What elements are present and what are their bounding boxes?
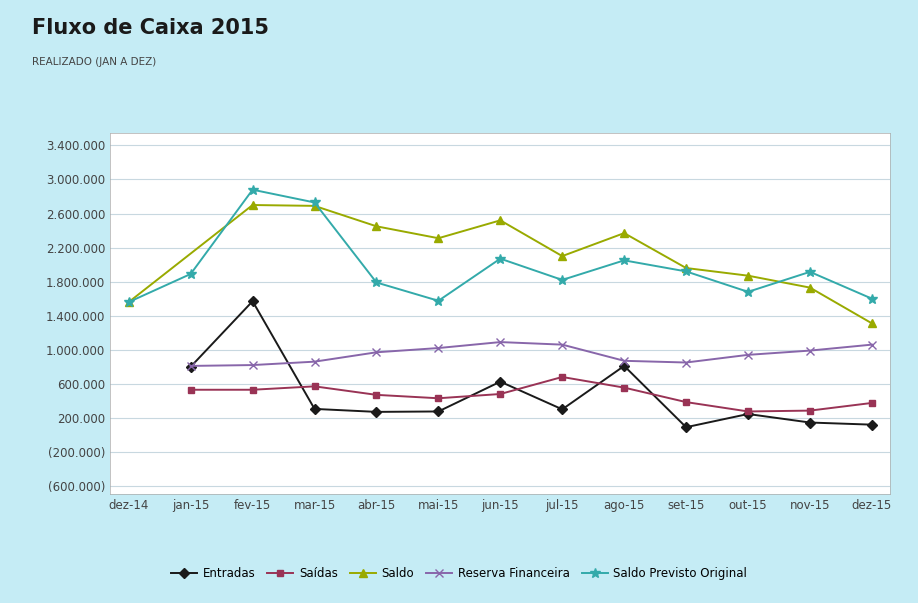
Saídas <box>433 394 444 402</box>
Entradas <box>680 423 691 431</box>
Saídas <box>556 373 567 380</box>
Saídas <box>867 399 878 406</box>
Saldo <box>680 264 691 271</box>
Saldo <box>619 230 630 237</box>
Entradas <box>185 363 196 370</box>
Entradas <box>371 408 382 415</box>
Reserva Financeira <box>495 338 506 346</box>
Saldo Previsto Original <box>185 270 196 277</box>
Saídas <box>371 391 382 399</box>
Legend: Entradas, Saídas, Saldo, Reserva Financeira, Saldo Previsto Original: Entradas, Saídas, Saldo, Reserva Finance… <box>166 563 752 585</box>
Entradas <box>867 421 878 428</box>
Reserva Financeira <box>743 351 754 358</box>
Line: Reserva Financeira: Reserva Financeira <box>186 338 876 370</box>
Saldo <box>247 201 258 209</box>
Text: REALIZADO (JAN A DEZ): REALIZADO (JAN A DEZ) <box>32 57 156 68</box>
Saldo Previsto Original <box>743 288 754 295</box>
Reserva Financeira <box>433 344 444 352</box>
Entradas <box>247 298 258 305</box>
Reserva Financeira <box>185 362 196 370</box>
Saldo <box>371 223 382 230</box>
Saldo <box>433 235 444 242</box>
Entradas <box>743 411 754 418</box>
Saldo <box>495 216 506 224</box>
Saídas <box>619 384 630 391</box>
Saldo <box>556 253 567 260</box>
Saldo Previsto Original <box>556 276 567 283</box>
Saldo Previsto Original <box>495 255 506 262</box>
Saldo <box>804 284 815 291</box>
Saldo Previsto Original <box>619 257 630 264</box>
Saldo Previsto Original <box>867 295 878 302</box>
Saídas <box>309 383 320 390</box>
Line: Saldo: Saldo <box>125 201 876 327</box>
Reserva Financeira <box>247 361 258 368</box>
Text: Fluxo de Caixa 2015: Fluxo de Caixa 2015 <box>32 18 269 38</box>
Saídas <box>247 386 258 393</box>
Saldo Previsto Original <box>804 268 815 276</box>
Saldo <box>743 272 754 279</box>
Reserva Financeira <box>804 347 815 354</box>
Entradas <box>495 378 506 385</box>
Reserva Financeira <box>371 349 382 356</box>
Saldo Previsto Original <box>247 186 258 194</box>
Saldo <box>867 320 878 327</box>
Reserva Financeira <box>309 358 320 365</box>
Saídas <box>743 408 754 415</box>
Line: Entradas: Entradas <box>187 298 876 431</box>
Entradas <box>309 405 320 412</box>
Entradas <box>433 408 444 415</box>
Reserva Financeira <box>867 341 878 349</box>
Saldo Previsto Original <box>309 199 320 206</box>
Line: Saídas: Saídas <box>187 373 876 415</box>
Line: Saldo Previsto Original: Saldo Previsto Original <box>124 185 877 307</box>
Reserva Financeira <box>680 359 691 366</box>
Reserva Financeira <box>556 341 567 349</box>
Saldo Previsto Original <box>433 297 444 305</box>
Saldo <box>123 298 134 306</box>
Entradas <box>556 406 567 413</box>
Reserva Financeira <box>619 357 630 364</box>
Saídas <box>185 386 196 393</box>
Entradas <box>619 362 630 370</box>
Saldo Previsto Original <box>680 268 691 275</box>
Saldo <box>309 202 320 209</box>
Saldo Previsto Original <box>123 298 134 306</box>
Saídas <box>495 390 506 397</box>
Saídas <box>804 407 815 414</box>
Saídas <box>680 399 691 406</box>
Saldo Previsto Original <box>371 279 382 286</box>
Entradas <box>804 419 815 426</box>
